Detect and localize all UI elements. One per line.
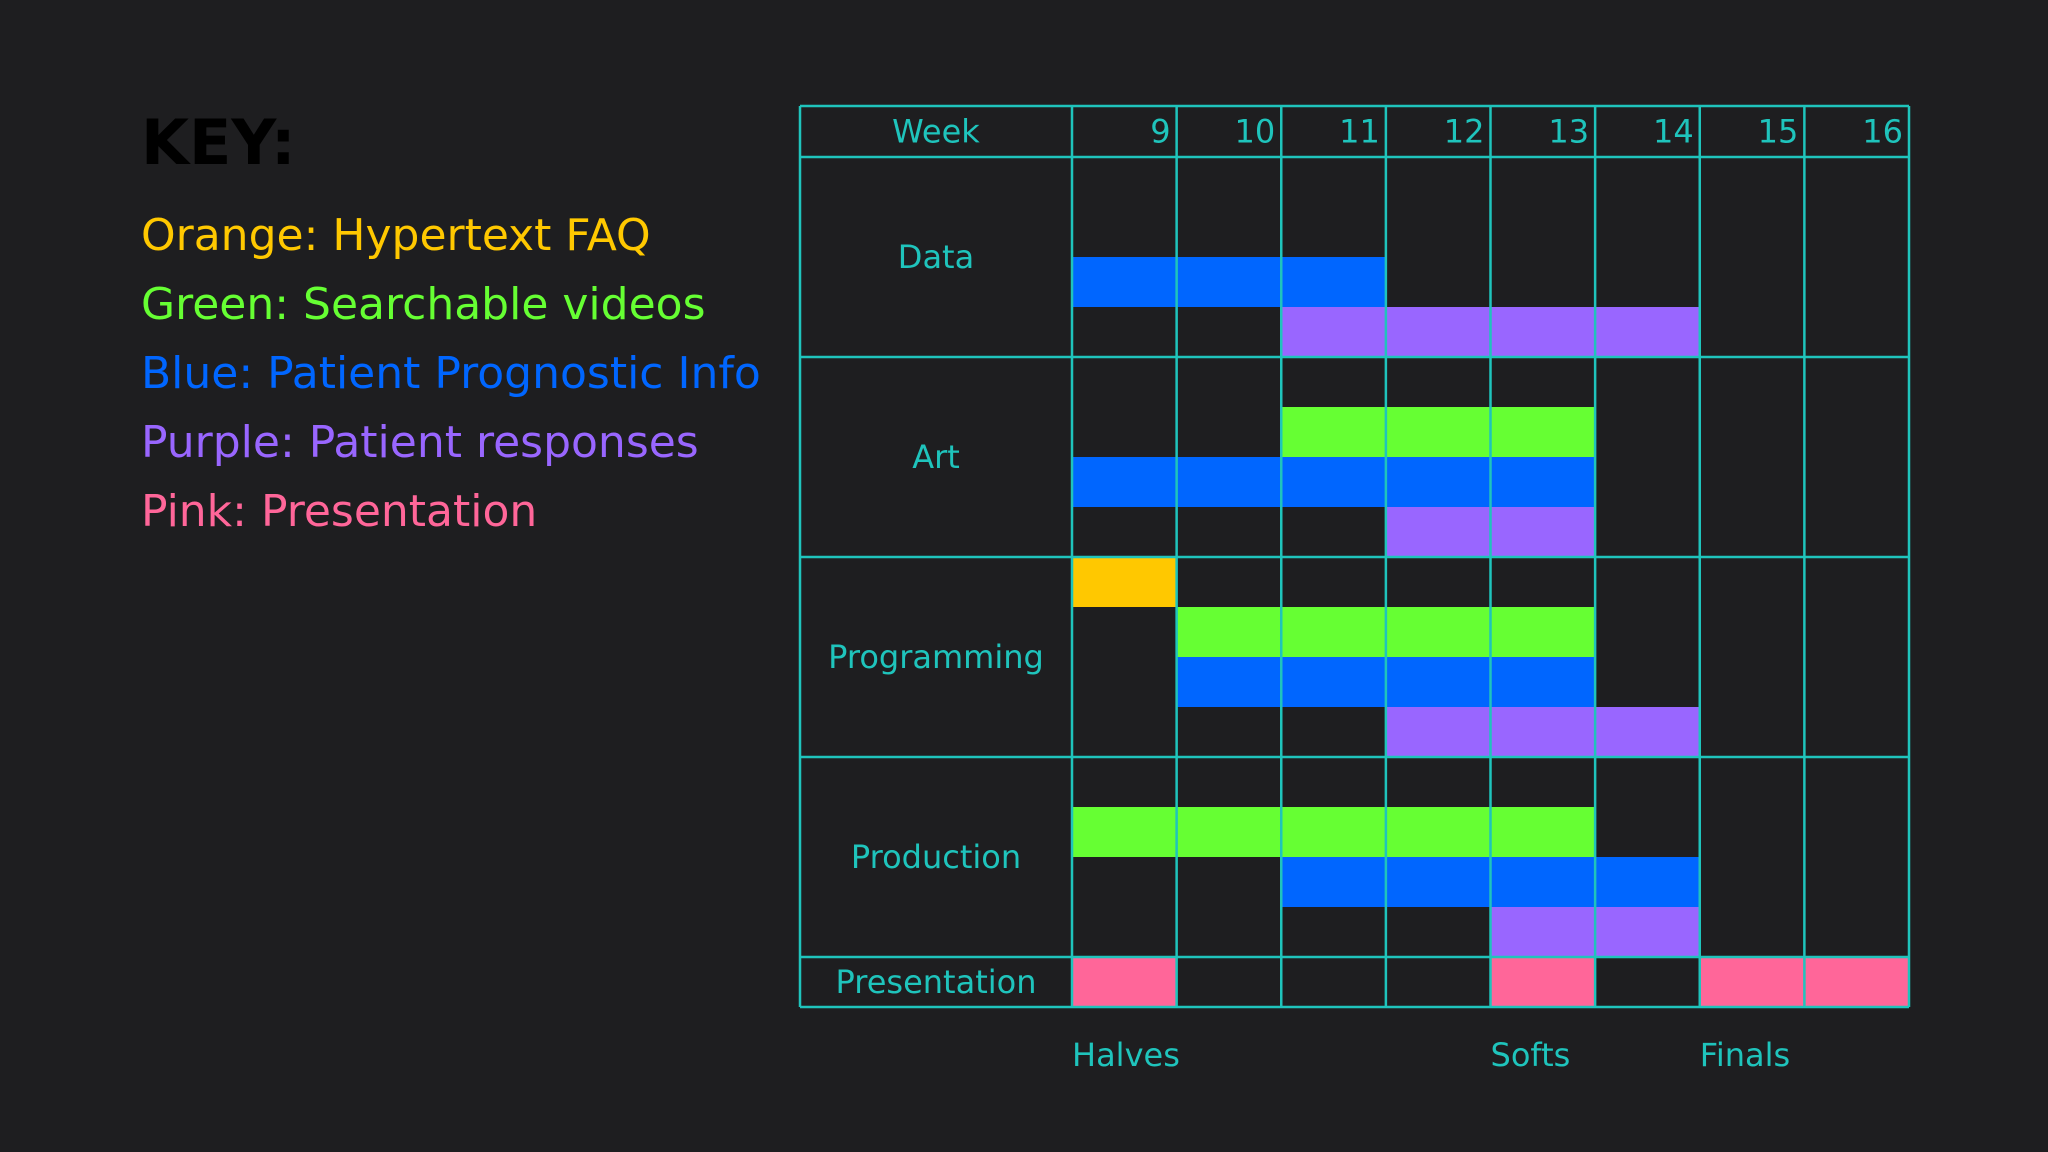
bar-presentation-pink-1 xyxy=(1490,957,1596,1007)
week-label-13: 13 xyxy=(1548,113,1589,151)
bar-presentation-pink-0 xyxy=(1072,957,1177,1007)
row-label-art: Art xyxy=(912,438,960,476)
bar-programming-orange-0 xyxy=(1072,557,1177,607)
bar-production-green-0 xyxy=(1072,807,1596,857)
row-label-production: Production xyxy=(851,838,1021,876)
key-item-green: Green: Searchable videos xyxy=(141,279,706,330)
header-week-label: Week xyxy=(892,113,980,151)
week-label-12: 12 xyxy=(1444,113,1485,151)
row-label-programming: Programming xyxy=(828,638,1044,676)
grid-lines xyxy=(798,104,1911,1009)
row-label-presentation: Presentation xyxy=(836,963,1037,1001)
key-item-blue: Blue: Patient Prognostic Info xyxy=(141,348,761,399)
week-label-14: 14 xyxy=(1653,113,1694,151)
bar-programming-purple-3 xyxy=(1385,707,1700,757)
bar-art-blue-1 xyxy=(1072,457,1596,507)
week-label-11: 11 xyxy=(1339,113,1380,151)
milestone-finals: Finals xyxy=(1700,1036,1790,1074)
week-label-16: 16 xyxy=(1862,113,1903,151)
key-title: KEY: xyxy=(141,106,296,179)
week-label-10: 10 xyxy=(1235,113,1276,151)
milestone-halves: Halves xyxy=(1072,1036,1180,1074)
key-item-purple: Purple: Patient responses xyxy=(141,417,699,468)
key-item-orange: Orange: Hypertext FAQ xyxy=(141,210,651,261)
week-label-15: 15 xyxy=(1758,113,1799,151)
row-label-data: Data xyxy=(898,238,974,276)
milestone-softs: Softs xyxy=(1491,1036,1571,1074)
bar-data-blue-0 xyxy=(1072,257,1386,307)
week-label-9: 9 xyxy=(1150,113,1170,151)
key-item-pink: Pink: Presentation xyxy=(141,486,538,537)
bar-art-green-0 xyxy=(1281,407,1596,457)
